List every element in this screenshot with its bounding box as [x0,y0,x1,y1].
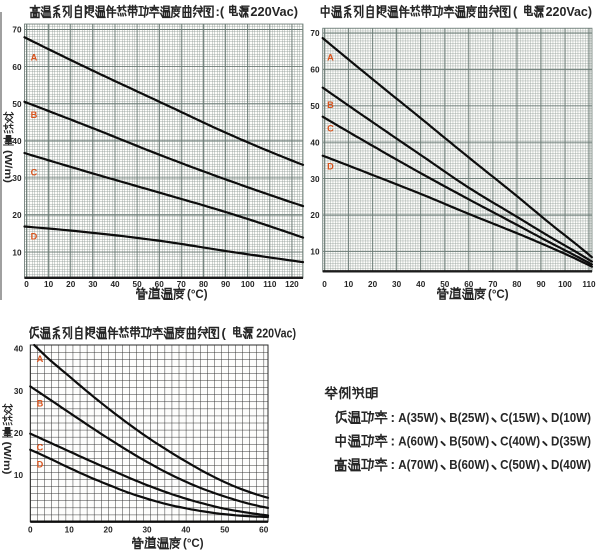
svg-text:220Vac): 220Vac) [546,4,592,19]
svg-text:B: B [31,110,38,120]
svg-text:(°C): (°C) [183,538,204,550]
svg-text:10: 10 [310,248,320,257]
svg-text:40: 40 [416,280,426,289]
svg-text:C(50W): C(50W) [500,457,540,472]
svg-text::(: :( [216,4,225,19]
svg-text:40: 40 [12,137,22,146]
svg-text:70: 70 [310,29,320,38]
svg-text:50: 50 [220,526,230,535]
svg-text:A(60W): A(60W) [398,433,438,448]
svg-text:10: 10 [12,248,22,257]
svg-text:C: C [37,443,44,453]
svg-text:60: 60 [464,280,474,289]
svg-text:50: 50 [12,100,22,109]
svg-text:D: D [327,161,334,171]
svg-text:B: B [327,100,334,110]
svg-text:20: 20 [310,211,320,220]
svg-text:0: 0 [24,280,29,289]
svg-text:B(50W): B(50W) [449,433,489,448]
svg-text:70: 70 [488,280,498,289]
svg-text:10: 10 [344,280,354,289]
svg-text:10: 10 [44,280,54,289]
svg-text:(W/m): (W/m) [1,442,12,475]
svg-text:50: 50 [133,280,143,289]
svg-text:20: 20 [12,211,22,220]
svg-text:100: 100 [558,280,572,289]
svg-text:30: 30 [142,526,152,535]
svg-text:20: 20 [66,280,76,289]
svg-text::: : [391,410,396,425]
svg-text:(W/m): (W/m) [2,150,13,183]
svg-text:60: 60 [12,63,22,72]
svg-text:D: D [31,231,38,241]
svg-text:A: A [327,52,334,62]
svg-text:B(25W): B(25W) [449,410,489,425]
svg-text:0: 0 [28,526,33,535]
svg-text:70: 70 [12,26,22,35]
svg-text:110: 110 [263,280,277,289]
svg-text:0: 0 [322,280,327,289]
svg-text:D(10W): D(10W) [551,410,591,425]
svg-text:30: 30 [88,280,98,289]
svg-text::: : [391,457,396,472]
svg-text:10: 10 [14,471,24,480]
svg-text:(°C): (°C) [187,289,208,301]
svg-text:60: 60 [310,66,320,75]
svg-text:220Vac): 220Vac) [256,325,296,340]
svg-text:60: 60 [259,526,269,535]
svg-text:(: ( [513,4,518,19]
svg-text:D: D [37,460,44,470]
svg-text:30: 30 [310,175,320,184]
svg-text:10: 10 [65,526,75,535]
svg-text:60: 60 [155,280,165,289]
svg-text::: : [391,433,396,448]
svg-text:220Vac): 220Vac) [250,4,298,19]
svg-text:(°C): (°C) [488,289,509,301]
svg-text:B: B [37,399,44,409]
svg-text:30: 30 [14,387,24,396]
svg-text:100: 100 [241,280,255,289]
svg-text:C: C [327,123,334,133]
svg-text:C(40W): C(40W) [500,433,540,448]
svg-text:80: 80 [512,280,522,289]
svg-text:70: 70 [177,280,187,289]
svg-text:D(40W): D(40W) [551,457,591,472]
svg-text:A: A [37,354,44,364]
svg-text:40: 40 [14,345,24,354]
svg-text:90: 90 [221,280,231,289]
svg-text:A(35W): A(35W) [398,410,438,425]
svg-text:20: 20 [368,280,378,289]
svg-text:40: 40 [310,138,320,147]
svg-text:B(60W): B(60W) [449,457,489,472]
svg-text:120: 120 [285,280,299,289]
svg-text:D(35W): D(35W) [551,433,591,448]
svg-text:110: 110 [582,280,596,289]
svg-text:C: C [31,167,38,177]
svg-text:40: 40 [181,526,191,535]
svg-text:C(15W): C(15W) [500,410,540,425]
svg-text:50: 50 [310,102,320,111]
svg-text:90: 90 [536,280,546,289]
svg-text:20: 20 [14,429,24,438]
svg-text:30: 30 [12,174,22,183]
svg-text:A(70W): A(70W) [398,457,438,472]
svg-text:50: 50 [440,280,450,289]
svg-text:(: ( [222,325,227,340]
svg-text:A: A [31,52,38,62]
svg-text:30: 30 [392,280,402,289]
svg-text:80: 80 [199,280,209,289]
svg-text:20: 20 [104,526,114,535]
svg-text:40: 40 [110,280,120,289]
